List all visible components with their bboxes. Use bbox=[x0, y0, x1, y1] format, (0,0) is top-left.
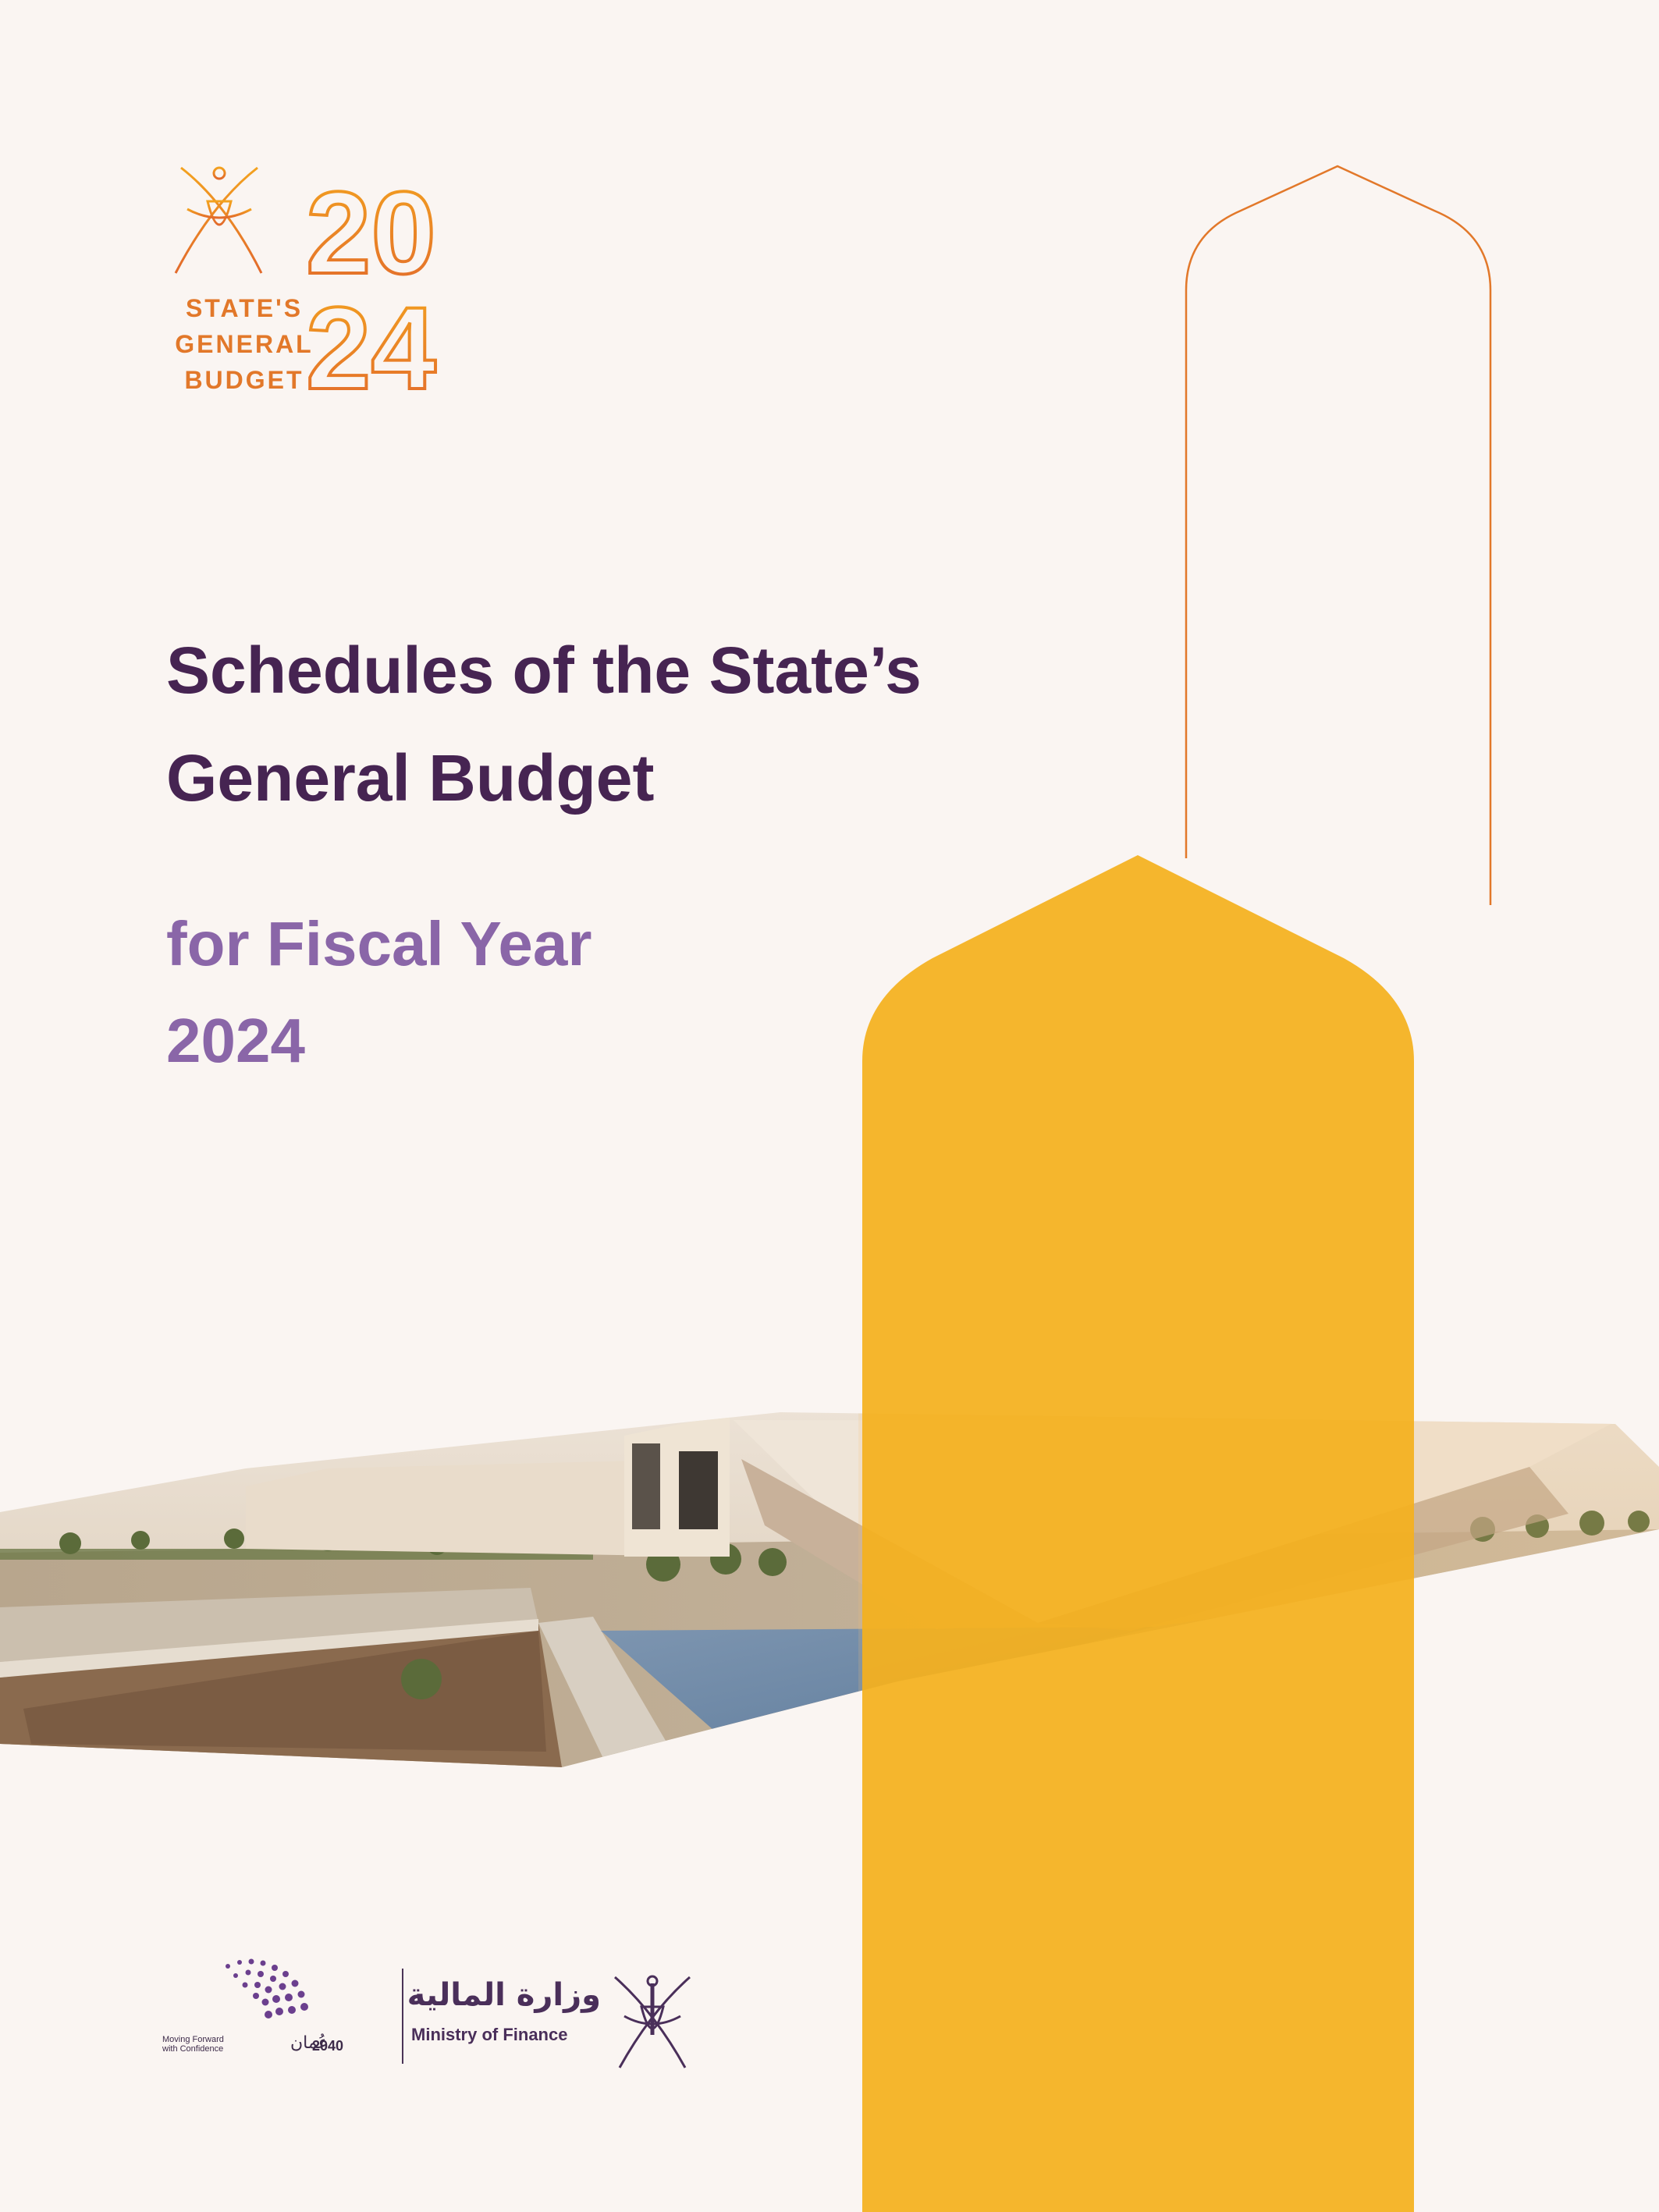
khanjar-crossed-swords-icon bbox=[174, 166, 263, 274]
ministry-name-english: Ministry of Finance bbox=[411, 2025, 568, 2044]
vision-caption: Moving Forward with Confidence bbox=[162, 2035, 256, 2054]
budget-logo-caption: STATE'S GENERAL BUDGET bbox=[166, 290, 322, 398]
logo-year-top: 20 bbox=[306, 167, 436, 298]
title-line-1: Schedules of the State’s bbox=[166, 634, 922, 707]
budget-2024-logo: 20 24 bbox=[174, 165, 438, 402]
oman-vision-2040-swirl-icon: عُمان bbox=[226, 1958, 329, 2053]
title-line-2: General Budget bbox=[166, 741, 655, 815]
page-title: Schedules of the State’s General Budget bbox=[166, 616, 1025, 832]
vision-caption-line-1: Moving Forward bbox=[162, 2035, 224, 2044]
ministry-name-arabic: وزارة المالية bbox=[407, 1977, 601, 2013]
yellow-arch bbox=[862, 855, 1414, 2212]
subtitle-line-1: for Fiscal Year bbox=[166, 909, 592, 978]
vision-year: 2040 bbox=[312, 2038, 344, 2054]
logo-line-2: GENERAL bbox=[175, 330, 314, 358]
logo-line-1: STATE'S bbox=[185, 294, 304, 322]
outline-arch bbox=[1185, 165, 1492, 905]
logo-line-3: BUDGET bbox=[184, 366, 304, 394]
footer-divider bbox=[402, 1969, 403, 2064]
logo-year-bottom: 24 bbox=[306, 282, 436, 402]
subtitle-line-2: 2024 bbox=[166, 1006, 305, 1075]
vision-caption-line-2: with Confidence bbox=[162, 2044, 224, 2054]
page-subtitle: for Fiscal Year 2024 bbox=[166, 896, 869, 1089]
khanjar-crossed-swords-icon bbox=[614, 1975, 691, 2068]
svg-text:عُمان: عُمان bbox=[290, 2033, 329, 2053]
